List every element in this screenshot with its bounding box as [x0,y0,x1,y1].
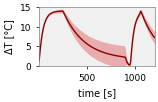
X-axis label: time [s]: time [s] [77,88,115,98]
Y-axis label: ΔT [°C]: ΔT [°C] [4,19,14,54]
